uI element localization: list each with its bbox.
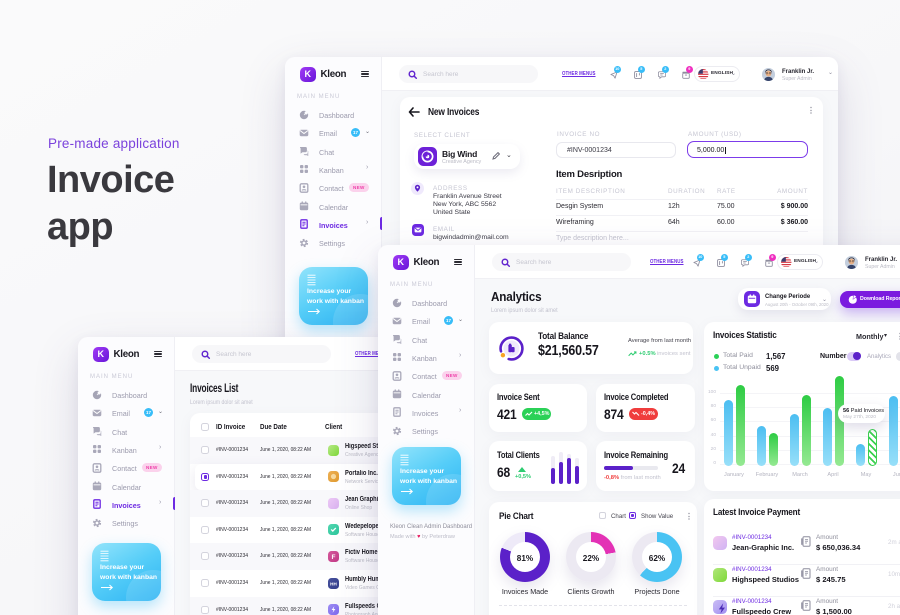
- svg-text:F: F: [332, 554, 336, 561]
- svg-text:HH: HH: [330, 581, 337, 586]
